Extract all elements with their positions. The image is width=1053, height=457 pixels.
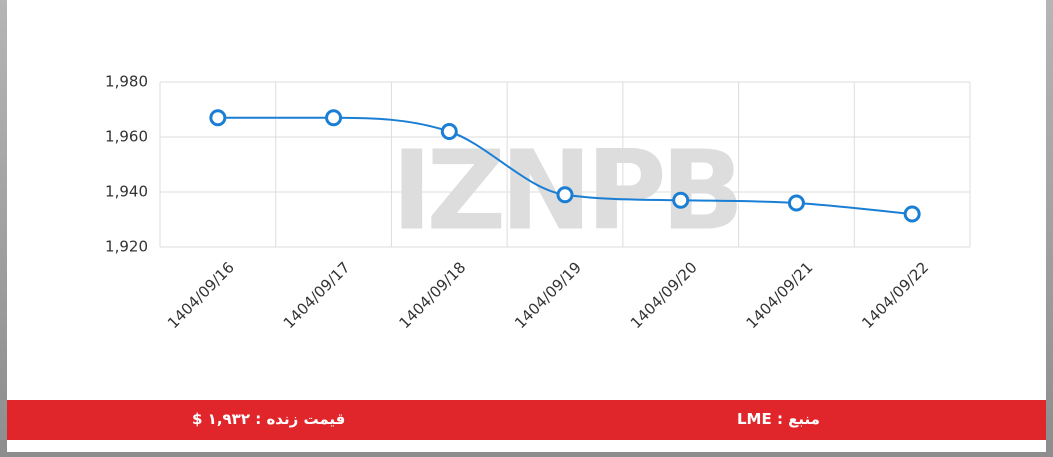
x-tick-label: 1404/09/19 (511, 258, 585, 332)
point (556, 186, 574, 204)
panel (7, 0, 1046, 452)
x-tick-label: 1404/09/17 (280, 258, 354, 332)
point (672, 191, 690, 209)
y-tick-label: 1,980 (105, 73, 148, 91)
point (209, 109, 227, 127)
x-tick-label: 1404/09/18 (395, 258, 469, 332)
x-tick-label: 1404/09/20 (627, 258, 701, 332)
x-tick-label: 1404/09/21 (743, 258, 817, 332)
point (440, 123, 458, 140)
y-tick-label: 1,960 (105, 128, 148, 146)
x-tick-label: 1404/09/22 (858, 258, 932, 332)
point (325, 109, 343, 127)
source: منبع : LME (737, 410, 820, 428)
point (787, 194, 805, 212)
y-tick-label: 1,920 (105, 238, 148, 256)
footer: قیمت زنده : ۱,۹۳۲ $ منبع : LME (7, 400, 1046, 440)
x-tick-label: 1404/09/16 (164, 258, 238, 332)
live-price: قیمت زنده : ۱,۹۳۲ $ (192, 410, 346, 428)
y-tick-label: 1,940 (105, 183, 148, 201)
point (903, 205, 921, 223)
